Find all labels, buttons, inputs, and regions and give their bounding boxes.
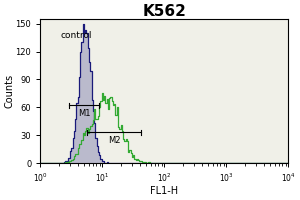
Text: M2: M2	[108, 136, 120, 145]
Y-axis label: Counts: Counts	[4, 74, 14, 108]
X-axis label: FL1-H: FL1-H	[150, 186, 178, 196]
Text: control: control	[60, 31, 92, 40]
Text: M1: M1	[78, 109, 91, 118]
Title: K562: K562	[142, 4, 186, 19]
